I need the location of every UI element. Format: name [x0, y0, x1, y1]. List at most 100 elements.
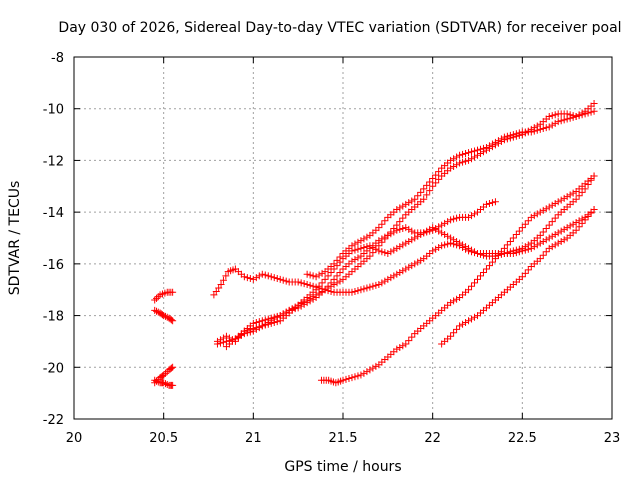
chart-title: Day 030 of 2026, Sidereal Day-to-day VTE…: [58, 20, 621, 36]
data-point: [152, 294, 160, 302]
data-point: [465, 156, 473, 164]
data-point: [354, 372, 362, 380]
x-tick-label: 20.5: [149, 431, 178, 446]
data-point: [396, 243, 404, 251]
data-point: [348, 374, 356, 382]
data-point: [560, 225, 568, 233]
data-point: [273, 313, 281, 321]
data-point: [432, 171, 440, 179]
data-point: [219, 338, 227, 346]
data-points-layer: [151, 100, 598, 389]
data-point: [333, 272, 341, 280]
data-point: [536, 208, 544, 216]
data-point: [351, 240, 359, 248]
data-point: [276, 275, 284, 283]
data-point: [542, 236, 550, 244]
data-point: [551, 241, 559, 249]
data-point: [399, 267, 407, 275]
data-point: [429, 182, 437, 190]
data-point: [282, 308, 290, 316]
data-point: [539, 237, 547, 245]
data-point: [414, 258, 422, 266]
data-point: [500, 244, 508, 252]
data-point: [450, 297, 458, 305]
data-point: [351, 246, 359, 254]
data-point: [306, 271, 314, 279]
x-tick-label: 21: [245, 431, 262, 446]
data-point: [161, 380, 169, 388]
data-point: [426, 225, 434, 233]
data-point: [521, 243, 529, 251]
data-point: [411, 195, 419, 203]
data-point: [366, 283, 374, 291]
data-point: [545, 234, 553, 242]
data-point: [453, 214, 461, 222]
data-point: [468, 246, 476, 254]
data-point: [479, 144, 487, 152]
data-point: [318, 287, 326, 295]
data-point: [444, 218, 452, 226]
series-s11: [438, 206, 598, 348]
data-point: [438, 242, 446, 250]
data-point: [488, 140, 496, 148]
data-point: [294, 278, 302, 286]
data-point: [512, 130, 520, 138]
data-point: [351, 287, 359, 295]
data-point: [420, 229, 428, 237]
data-point: [578, 111, 586, 119]
data-point: [222, 272, 230, 280]
data-point: [348, 242, 356, 250]
x-tick-label: 20: [66, 431, 83, 446]
data-point: [330, 260, 338, 268]
data-point: [530, 127, 538, 135]
data-point: [545, 112, 553, 120]
data-point: [297, 279, 305, 287]
data-point: [497, 248, 505, 256]
data-point: [524, 217, 532, 225]
data-point: [169, 317, 177, 325]
data-point: [300, 298, 308, 306]
data-point: [327, 282, 335, 290]
data-point: [276, 312, 284, 320]
data-point: [524, 266, 532, 274]
data-point: [491, 255, 499, 263]
grid-layer: [74, 57, 612, 419]
data-point: [485, 262, 493, 270]
data-point: [509, 131, 517, 139]
data-point: [363, 233, 371, 241]
data-point: [267, 273, 275, 281]
data-point: [536, 255, 544, 263]
data-point: [557, 117, 565, 125]
data-point: [158, 311, 166, 319]
data-point: [471, 279, 479, 287]
data-point: [399, 202, 407, 210]
data-point: [459, 241, 467, 249]
data-point: [459, 150, 467, 158]
data-point: [465, 149, 473, 157]
data-point: [152, 377, 160, 385]
data-point: [557, 227, 565, 235]
data-point: [360, 369, 368, 377]
data-point: [572, 112, 580, 120]
y-tick-label: -8: [51, 51, 64, 66]
data-point: [318, 279, 326, 287]
data-point: [542, 225, 550, 233]
data-point: [151, 306, 159, 314]
data-point: [408, 236, 416, 244]
data-point: [441, 241, 449, 249]
data-point: [485, 142, 493, 150]
data-point: [450, 155, 458, 163]
data-point: [333, 256, 341, 264]
data-point: [381, 217, 389, 225]
data-point: [399, 214, 407, 222]
data-point: [393, 270, 401, 278]
data-point: [252, 324, 260, 332]
data-point: [474, 146, 481, 154]
data-point: [160, 312, 168, 320]
data-point: [354, 254, 362, 262]
ticks-layer: 20 20.5 21 21.5 22 22.5 23 -22 -20 -18 -16 -14 -12 -1…: [43, 51, 621, 446]
data-point: [572, 226, 580, 234]
data-point: [375, 242, 383, 250]
data-point: [450, 162, 458, 170]
data-point: [575, 192, 583, 200]
